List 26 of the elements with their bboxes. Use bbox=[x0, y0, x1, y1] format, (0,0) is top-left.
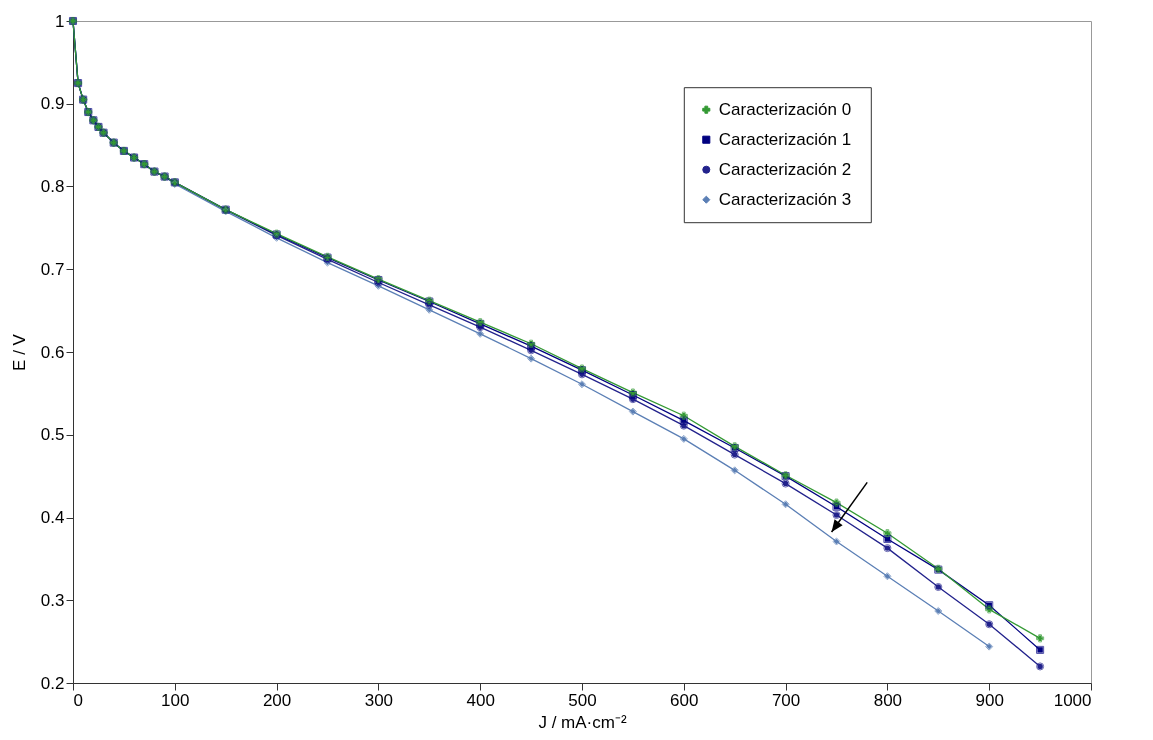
y-tick-label: 0.9 bbox=[40, 94, 65, 114]
x-tick-label: 600 bbox=[670, 690, 699, 710]
y-axis-title: E / V bbox=[9, 333, 29, 371]
x-tick-label: 400 bbox=[466, 690, 495, 710]
x-tick-label: 800 bbox=[873, 690, 903, 710]
y-tick-label: 0.2 bbox=[40, 673, 65, 693]
x-tick-label: 200 bbox=[262, 690, 292, 710]
y-tick-label: 1 bbox=[55, 11, 65, 31]
legend-label: Caracterización 1 bbox=[718, 129, 852, 149]
x-tick-label: 900 bbox=[975, 690, 1004, 710]
x-axis-title: J / mA·cm⁻² bbox=[538, 712, 627, 732]
y-tick-label: 0.8 bbox=[40, 177, 65, 196]
y-tick-label: 0.3 bbox=[40, 590, 65, 610]
x-tick-label: 700 bbox=[771, 690, 801, 710]
x-tick-label: 500 bbox=[568, 690, 597, 710]
y-tick-label: 0.5 bbox=[40, 425, 65, 445]
x-tick-label: 1000 bbox=[1053, 690, 1092, 710]
legend-label: Caracterización 0 bbox=[718, 99, 852, 119]
x-tick-label: 300 bbox=[364, 690, 394, 710]
y-tick-label: 0.7 bbox=[40, 259, 65, 279]
legend-label: Caracterización 2 bbox=[718, 159, 852, 179]
x-tick-label: 100 bbox=[161, 690, 190, 710]
y-tick-label: 0.4 bbox=[40, 508, 65, 527]
legend-label: Caracterización 3 bbox=[718, 189, 852, 209]
x-tick-label: 0 bbox=[73, 690, 83, 710]
y-tick-label: 0.6 bbox=[40, 342, 65, 362]
